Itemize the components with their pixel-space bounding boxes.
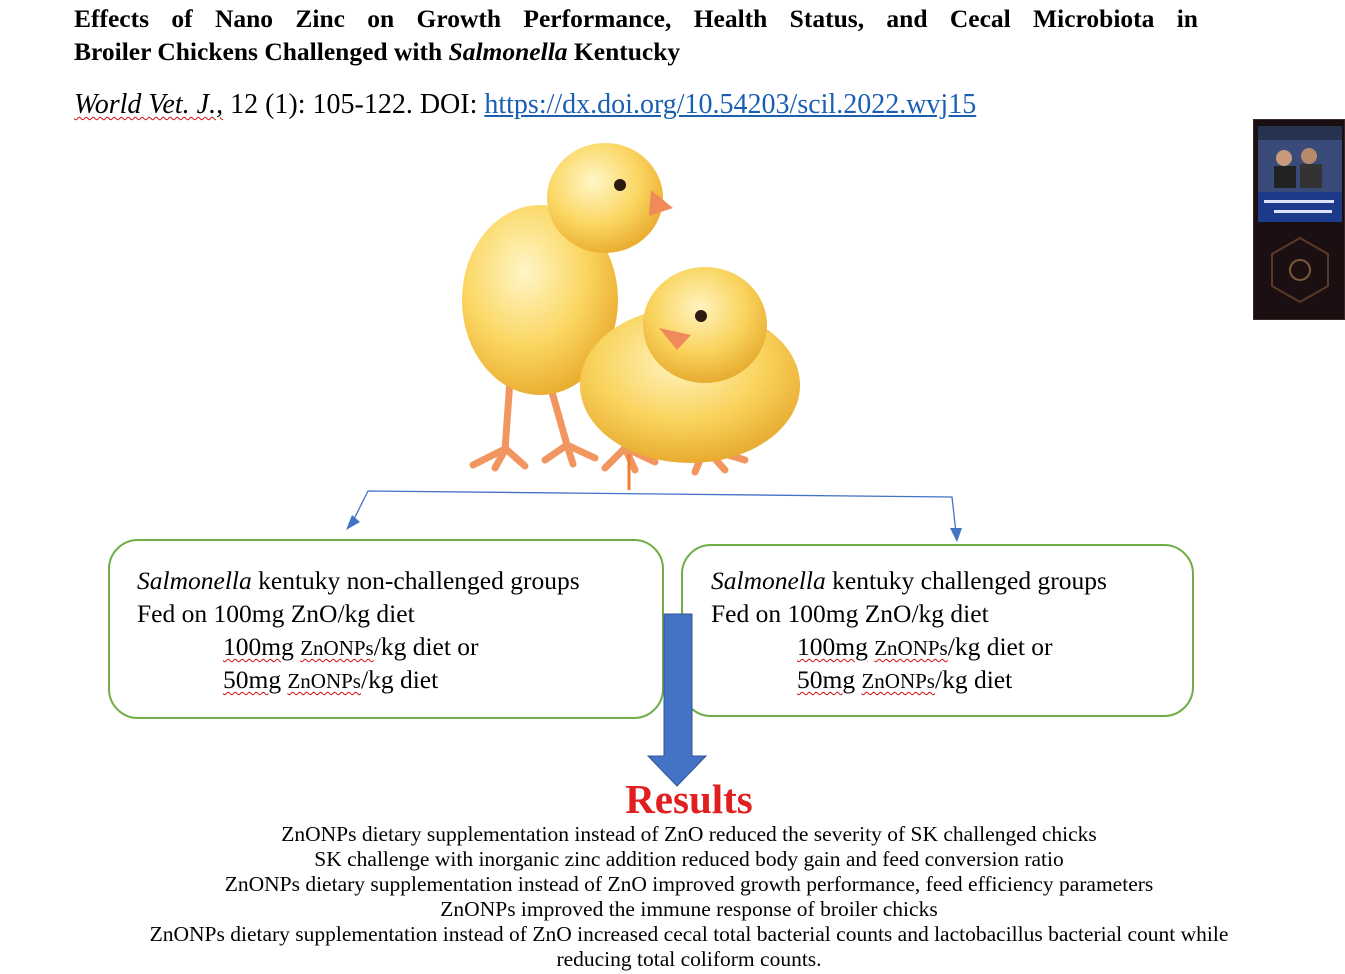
title-line-1: Effects of Nano Zinc on Growth Performan… <box>74 4 1198 33</box>
doi-link[interactable]: https://dx.doi.org/10.54203/scil.2022.wv… <box>484 89 977 120</box>
video-thumbnail[interactable] <box>1253 119 1345 320</box>
finding-item: SK challenge with inorganic zinc additio… <box>314 847 1064 871</box>
video-thumbnail-image <box>1254 120 1344 319</box>
box1-option-3: 50mg ZnONPs/kg diet <box>223 665 439 694</box>
results-findings: ZnONPs dietary supplementation instead o… <box>60 822 1318 972</box>
box2-fed-line: Fed on 100mg ZnO/kg diet <box>711 599 989 628</box>
chicks-image <box>462 143 800 476</box>
branch-line <box>351 490 957 534</box>
box2-option-2: 100mg ZnONPs/kg diet or <box>797 632 1053 661</box>
volume-info: 12 (1): 105-122. DOI: <box>223 89 485 120</box>
finding-item: reducing total coliform counts. <box>556 947 822 971</box>
finding-item: ZnONPs dietary supplementation instead o… <box>224 872 1154 896</box>
box2-heading: Salmonella kentuky challenged groups <box>711 566 1107 595</box>
box1-option-2: 100mg ZnONPs/kg diet or <box>223 632 479 661</box>
finding-item: ZnONPs dietary supplementation instead o… <box>281 822 1097 846</box>
title-species: Salmonella <box>448 37 568 66</box>
box2-option-3: 50mg ZnONPs/kg diet <box>797 665 1013 694</box>
box1-fed-line: Fed on 100mg ZnO/kg diet <box>137 599 415 628</box>
box1-heading: Salmonella kentuky non-challenged groups <box>137 566 580 595</box>
journal-name: World Vet. J., <box>74 89 224 120</box>
results-heading: Results <box>625 776 753 822</box>
finding-item: ZnONPs dietary supplementation instead o… <box>149 922 1229 946</box>
citation: World Vet. J., 12 (1): 105-122. DOI: htt… <box>74 88 976 122</box>
left-arrowhead-icon <box>346 515 360 530</box>
title-line-2: Broiler Chickens Challenged with Salmone… <box>74 37 681 66</box>
article-title: Effects of Nano Zinc on Growth Performan… <box>74 2 1198 68</box>
finding-item: ZnONPs improved the immune response of b… <box>440 897 938 921</box>
right-arrowhead-icon <box>950 528 962 542</box>
challenged-groups-box: Salmonella kentuky challenged groups Fed… <box>681 544 1194 717</box>
non-challenged-groups-box: Salmonella kentuky non-challenged groups… <box>108 539 664 719</box>
